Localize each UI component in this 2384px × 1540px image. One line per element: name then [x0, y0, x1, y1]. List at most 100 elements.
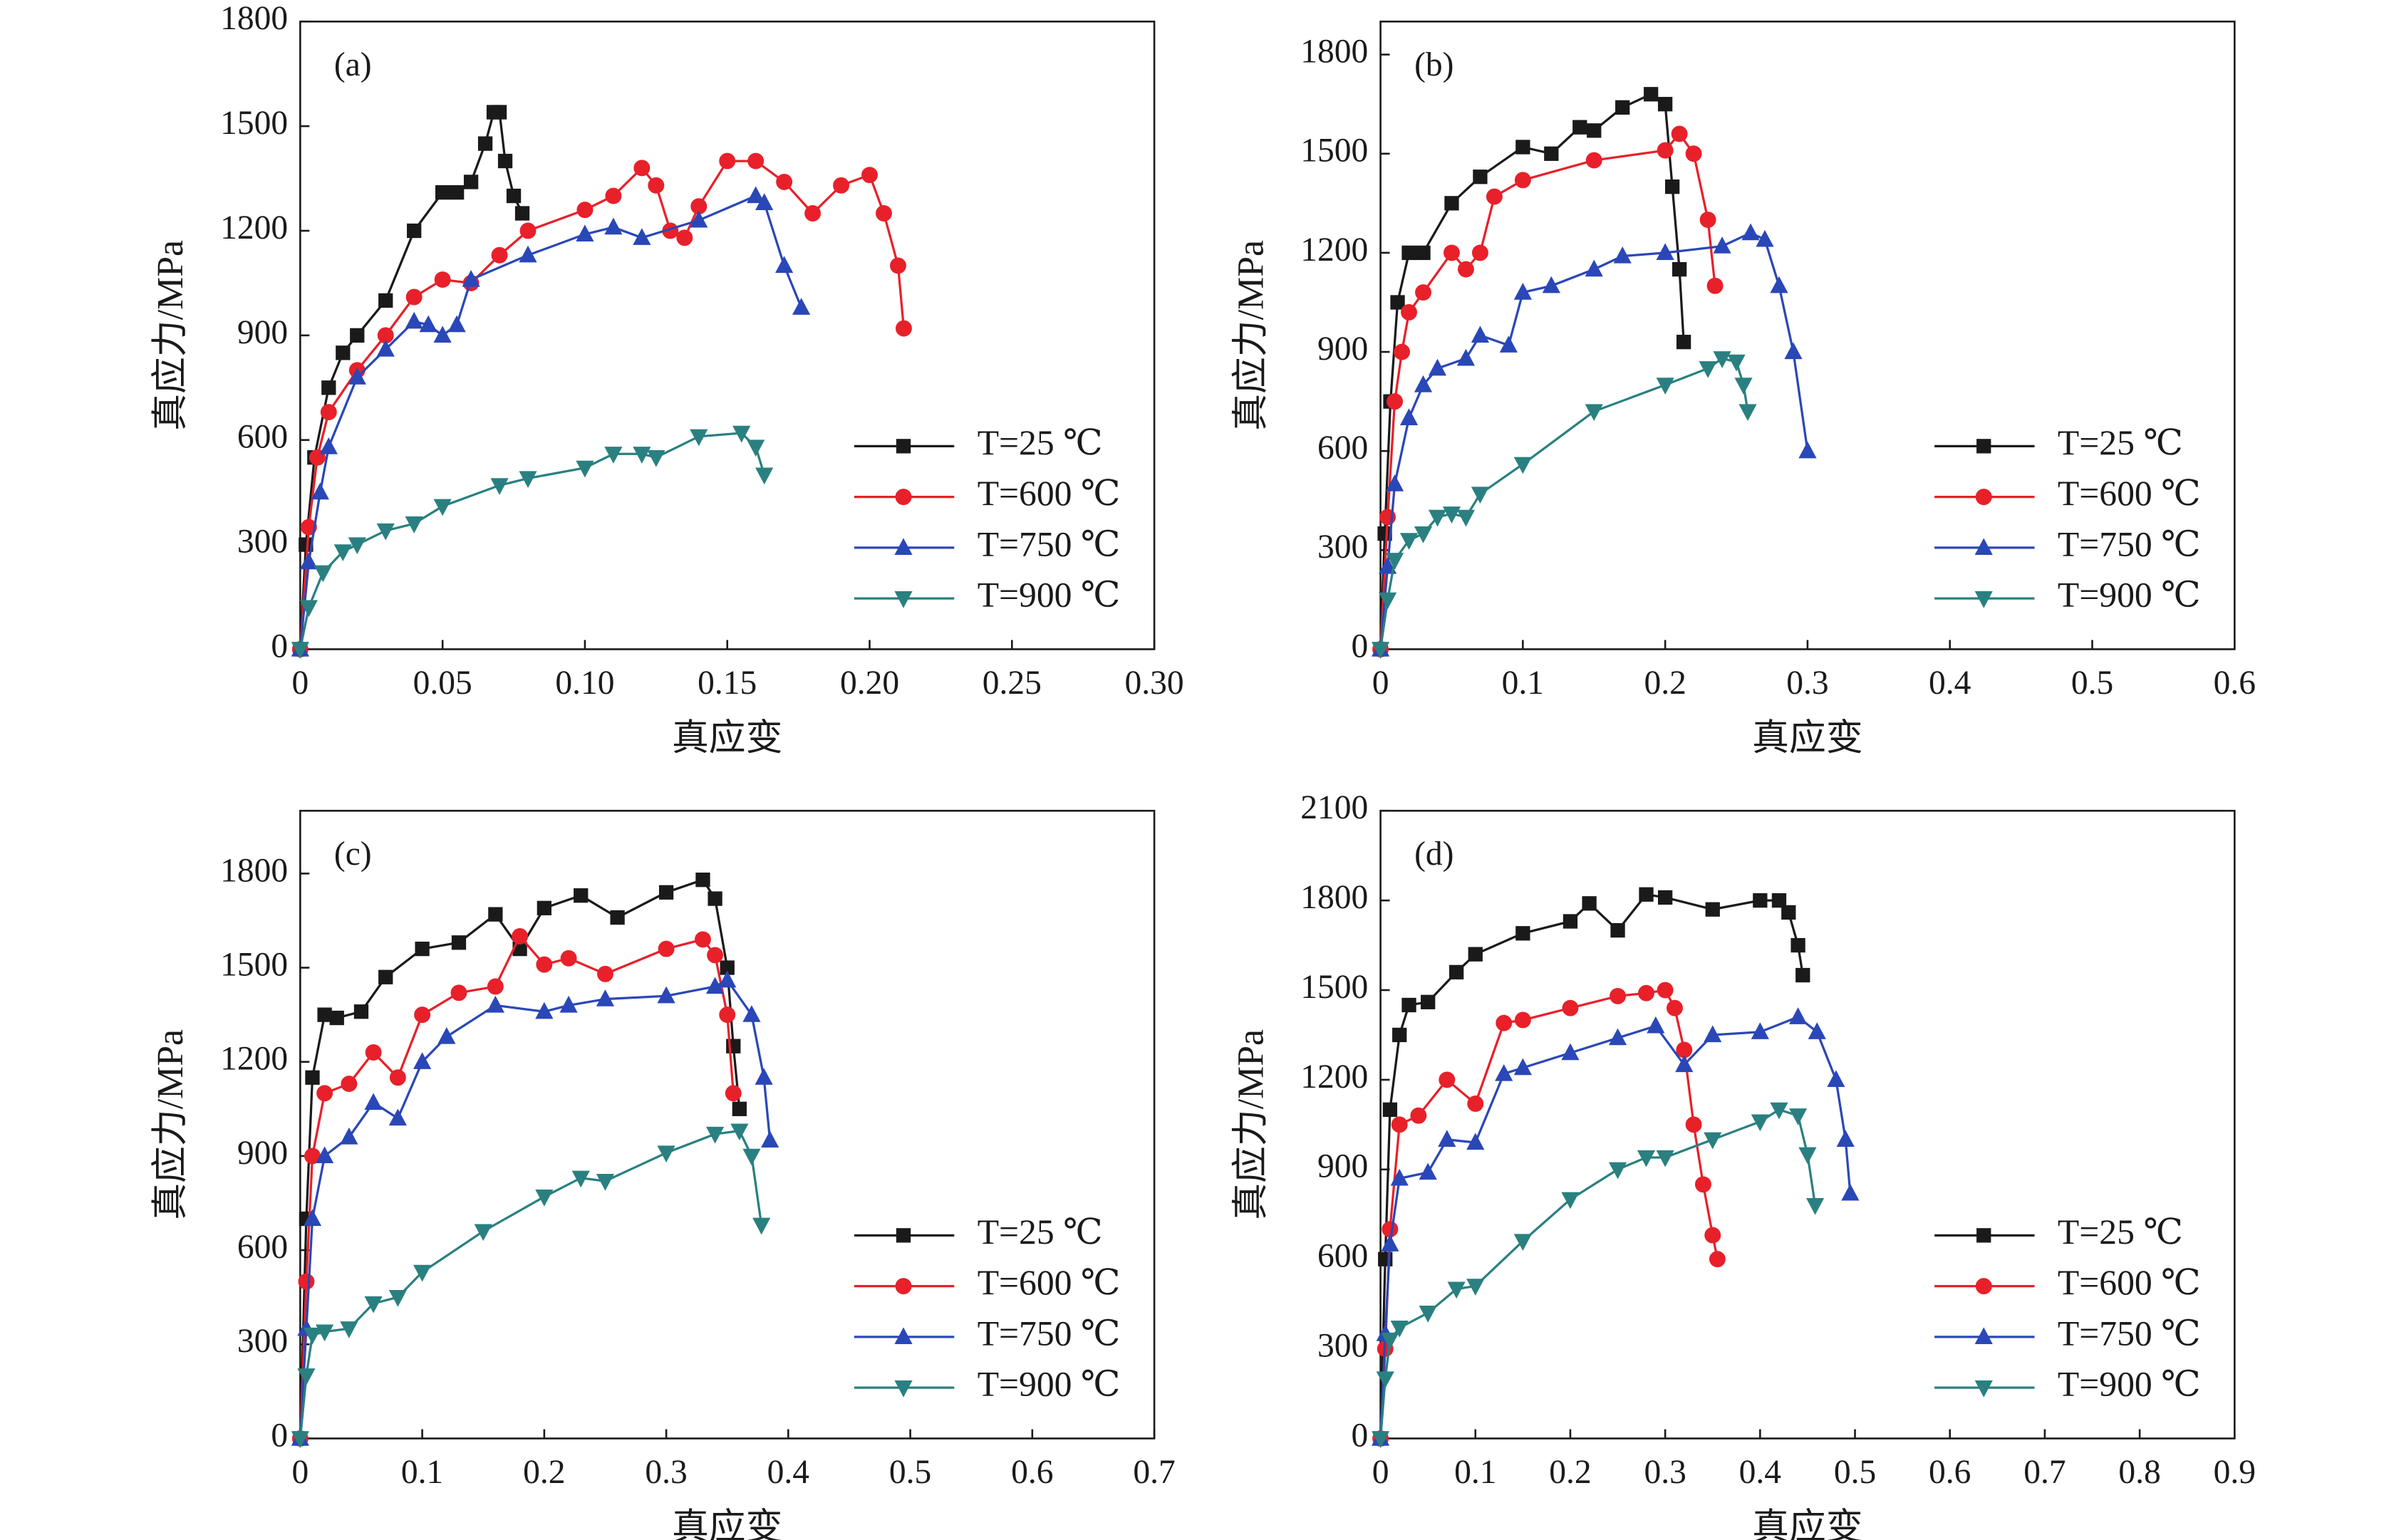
- marker: [319, 437, 338, 454]
- marker: [535, 1190, 554, 1207]
- marker: [761, 1130, 779, 1148]
- x-tick-label: 0: [1372, 1454, 1389, 1491]
- marker: [1561, 1192, 1580, 1209]
- marker: [497, 153, 513, 169]
- y-tick-label: 600: [1317, 1238, 1368, 1275]
- marker: [1415, 284, 1431, 301]
- y-tick-label: 600: [237, 419, 288, 456]
- marker: [490, 478, 509, 495]
- marker: [1410, 1107, 1427, 1124]
- marker: [604, 447, 623, 464]
- x-tick-label: 0.3: [1786, 665, 1828, 702]
- marker: [1468, 947, 1483, 962]
- marker: [596, 989, 615, 1006]
- marker: [1734, 378, 1753, 395]
- marker: [690, 210, 708, 228]
- x-tick-label: 0.1: [401, 1454, 443, 1491]
- marker: [1515, 140, 1530, 155]
- y-tick-label: 900: [1317, 331, 1368, 368]
- marker: [299, 552, 318, 570]
- x-tick-label: 0.2: [523, 1454, 565, 1491]
- panel: 0 300 600 900 1200 1500 1800 0 0.05 0.10 0.15 0.20 0…: [150, 0, 1183, 759]
- marker: [365, 1044, 382, 1061]
- x-tick-label: 0.7: [1133, 1454, 1175, 1491]
- y-tick-label: 0: [271, 1417, 288, 1454]
- marker: [433, 499, 452, 516]
- y-tick-label: 900: [237, 1135, 288, 1172]
- marker: [486, 995, 504, 1013]
- marker: [388, 1290, 407, 1307]
- legend-label: T=900 ℃: [2058, 576, 2201, 615]
- marker: [1841, 1183, 1860, 1201]
- marker: [376, 339, 395, 357]
- legend-marker: [1976, 1228, 1991, 1243]
- marker: [299, 600, 318, 618]
- marker: [1394, 343, 1410, 360]
- legend-marker: [894, 1380, 913, 1398]
- marker: [1709, 1251, 1726, 1268]
- marker: [1447, 1281, 1466, 1299]
- series-line: [299, 160, 906, 650]
- marker: [1657, 982, 1674, 999]
- y-axis-label: 真应力/MPa: [1230, 1029, 1271, 1220]
- marker: [1385, 474, 1404, 491]
- marker: [407, 223, 422, 239]
- marker: [492, 105, 507, 120]
- marker: [658, 885, 674, 900]
- y-axis-label: 真应力/MPa: [150, 1029, 191, 1220]
- marker: [1382, 1102, 1398, 1118]
- marker: [519, 222, 537, 239]
- marker: [610, 910, 625, 925]
- marker: [1514, 172, 1531, 189]
- marker: [695, 931, 711, 948]
- marker: [1770, 276, 1788, 293]
- series-line: [1379, 1108, 1817, 1439]
- marker: [1656, 243, 1674, 261]
- marker: [1378, 592, 1397, 610]
- x-tick-label: 0.15: [698, 665, 757, 702]
- legend-marker: [1975, 1278, 1992, 1295]
- series-line: [1379, 357, 1749, 650]
- legend-marker: [1974, 538, 1993, 556]
- marker: [1416, 245, 1431, 261]
- marker: [433, 326, 452, 343]
- marker: [1789, 1007, 1808, 1024]
- marker: [535, 1001, 554, 1019]
- y-axis-label: 真应力/MPa: [1230, 240, 1271, 431]
- marker: [896, 320, 912, 337]
- marker: [876, 205, 892, 222]
- marker: [1444, 196, 1459, 211]
- marker: [1741, 223, 1760, 241]
- marker: [1705, 902, 1720, 917]
- x-tick-label: 0.05: [413, 665, 472, 702]
- x-tick-label: 0.3: [1644, 1454, 1686, 1491]
- marker: [633, 228, 651, 245]
- marker: [1699, 212, 1716, 228]
- marker: [1615, 100, 1630, 115]
- marker: [536, 956, 553, 973]
- marker: [1495, 1063, 1513, 1081]
- marker: [1781, 905, 1796, 920]
- marker: [690, 429, 708, 447]
- marker: [463, 175, 479, 189]
- marker: [1486, 188, 1503, 205]
- y-tick-label: 1800: [1300, 33, 1368, 71]
- marker: [1795, 967, 1810, 983]
- y-tick-label: 1800: [220, 852, 288, 889]
- marker: [450, 984, 467, 1001]
- legend-label: T=600 ℃: [2058, 1263, 2201, 1302]
- marker: [437, 1026, 456, 1044]
- series-line: [1379, 893, 1804, 1439]
- y-tick-label: 300: [1317, 529, 1368, 566]
- marker: [633, 160, 651, 177]
- marker: [1836, 1130, 1855, 1147]
- marker: [576, 224, 594, 242]
- marker: [1756, 229, 1774, 247]
- panel-label: (d): [1414, 836, 1453, 873]
- marker: [376, 523, 395, 541]
- marker: [725, 1085, 742, 1102]
- panel-label: (b): [1414, 46, 1453, 83]
- marker: [1466, 1133, 1485, 1150]
- y-tick-label: 1500: [220, 946, 288, 983]
- x-tick-label: 0.30: [1125, 665, 1184, 702]
